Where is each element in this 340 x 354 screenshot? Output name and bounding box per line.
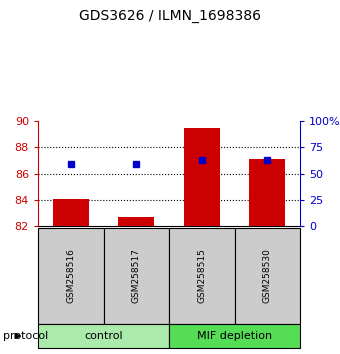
Text: protocol: protocol — [3, 331, 49, 341]
Bar — [53, 199, 89, 226]
Bar — [169, 324, 300, 348]
Bar — [235, 228, 300, 324]
Text: GSM258515: GSM258515 — [197, 249, 206, 303]
Text: GSM258517: GSM258517 — [132, 249, 141, 303]
Bar — [169, 228, 235, 324]
Text: GSM258530: GSM258530 — [263, 249, 272, 303]
Bar — [249, 159, 285, 226]
Bar — [38, 324, 169, 348]
Text: GDS3626 / ILMN_1698386: GDS3626 / ILMN_1698386 — [79, 9, 261, 23]
Bar — [38, 228, 103, 324]
Bar — [184, 127, 220, 226]
Bar — [103, 228, 169, 324]
Text: control: control — [84, 331, 123, 341]
Text: GSM258516: GSM258516 — [66, 249, 75, 303]
Text: MIF depletion: MIF depletion — [197, 331, 272, 341]
Bar — [118, 217, 154, 226]
